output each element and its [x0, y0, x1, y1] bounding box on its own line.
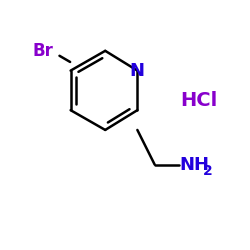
Text: Br: Br — [33, 42, 54, 60]
Text: NH: NH — [180, 156, 210, 174]
Text: 2: 2 — [203, 164, 212, 178]
Text: N: N — [130, 62, 145, 80]
Text: HCl: HCl — [180, 91, 218, 110]
